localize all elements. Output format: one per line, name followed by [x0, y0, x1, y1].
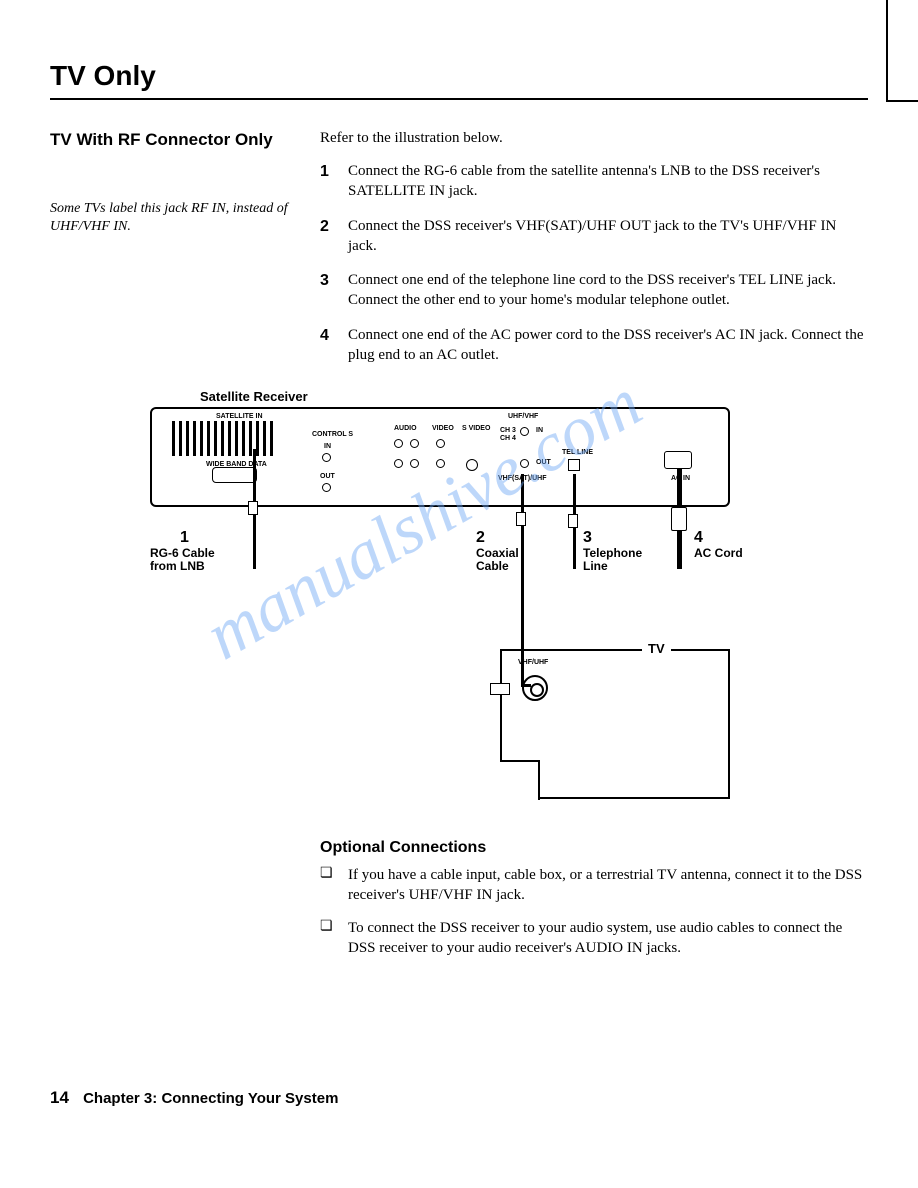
step-list: Connect the RG-6 cable from the satellit… — [320, 161, 868, 365]
port-icon — [436, 439, 445, 448]
cable-label: Coaxial Cable — [476, 547, 519, 573]
port-icon — [322, 453, 331, 462]
port-label: S VIDEO — [462, 425, 490, 432]
connector-icon — [248, 501, 258, 515]
port-icon — [410, 459, 419, 468]
telline-port-icon — [568, 459, 580, 471]
tv-box: TV VHF/UHF — [500, 649, 730, 799]
port-label: VHF/UHF — [518, 659, 548, 666]
port-icon — [394, 459, 403, 468]
optional-title: Optional Connections — [320, 839, 868, 857]
step-item: Connect one end of the telephone line co… — [320, 270, 868, 311]
right-column: Refer to the illustration below. Connect… — [320, 130, 868, 379]
port-icon — [394, 439, 403, 448]
receiver-box: SATELLITE IN WIDE BAND DATA CONTROL S IN… — [150, 407, 730, 507]
port-label: OUT — [320, 473, 335, 480]
optional-section: Optional Connections If you have a cable… — [320, 839, 868, 958]
page-edge-vertical — [886, 0, 888, 102]
side-note: Some TVs label this jack RF IN, instead … — [50, 200, 300, 236]
connector-icon — [671, 507, 687, 531]
optional-item: To connect the DSS receiver to your audi… — [320, 918, 868, 959]
optional-list: If you have a cable input, cable box, or… — [320, 865, 868, 958]
tv-label: TV — [642, 641, 671, 656]
port-label: OUT — [536, 459, 551, 466]
diagram: Satellite Receiver SATELLITE IN WIDE BAN… — [50, 389, 868, 829]
intro-text: Refer to the illustration below. — [320, 130, 868, 147]
page-number: 14 — [50, 1088, 69, 1107]
cable-number: 1 — [180, 529, 189, 547]
port-label: CONTROL S — [312, 431, 353, 438]
optional-item: If you have a cable input, cable box, or… — [320, 865, 868, 906]
port-label: CH 3 — [500, 427, 516, 434]
cable-number: 2 — [476, 529, 485, 547]
wideband-port-icon — [212, 467, 257, 483]
port-icon — [322, 483, 331, 492]
port-label: CH 4 — [500, 435, 516, 442]
cable-number: 4 — [694, 529, 703, 547]
cable-label: RG-6 Cable from LNB — [150, 547, 215, 573]
port-label: VIDEO — [432, 425, 454, 432]
port-label: AUDIO — [394, 425, 417, 432]
connector-icon — [568, 514, 578, 528]
cable-label: AC Cord — [694, 547, 743, 560]
footer: 14 Chapter 3: Connecting Your System — [50, 1088, 338, 1108]
port-icon — [466, 459, 478, 471]
cable-label: Telephone Line — [583, 547, 642, 573]
port-label: IN — [324, 443, 331, 450]
port-label: UHF/VHF — [508, 413, 538, 420]
title-rule — [50, 98, 868, 100]
cable-number: 3 — [583, 529, 592, 547]
port-label: SATELLITE IN — [216, 413, 263, 420]
step-item: Connect one end of the AC power cord to … — [320, 325, 868, 366]
cable-line — [521, 684, 531, 687]
left-column: TV With RF Connector Only Some TVs label… — [50, 130, 300, 379]
port-label: IN — [536, 427, 543, 434]
step-item: Connect the DSS receiver's VHF(SAT)/UHF … — [320, 216, 868, 257]
tv-port-icon — [522, 675, 548, 701]
receiver-label: Satellite Receiver — [200, 389, 308, 404]
page-title: TV Only — [50, 60, 868, 92]
step-item: Connect the RG-6 cable from the satellit… — [320, 161, 868, 202]
chapter-title: Chapter 3: Connecting Your System — [83, 1090, 338, 1107]
tv-notch — [500, 760, 540, 800]
port-icon — [520, 459, 529, 468]
ac-port-icon — [664, 451, 692, 469]
port-icon — [436, 459, 445, 468]
section-title: TV With RF Connector Only — [50, 130, 300, 150]
port-icon — [520, 427, 529, 436]
port-icon — [410, 439, 419, 448]
connector-icon — [490, 683, 510, 695]
port-label: TEL LINE — [562, 449, 593, 456]
connector-icon — [516, 512, 526, 526]
content-row: TV With RF Connector Only Some TVs label… — [50, 130, 868, 379]
vent-icon — [172, 421, 302, 456]
page-edge-horizontal — [888, 100, 918, 102]
